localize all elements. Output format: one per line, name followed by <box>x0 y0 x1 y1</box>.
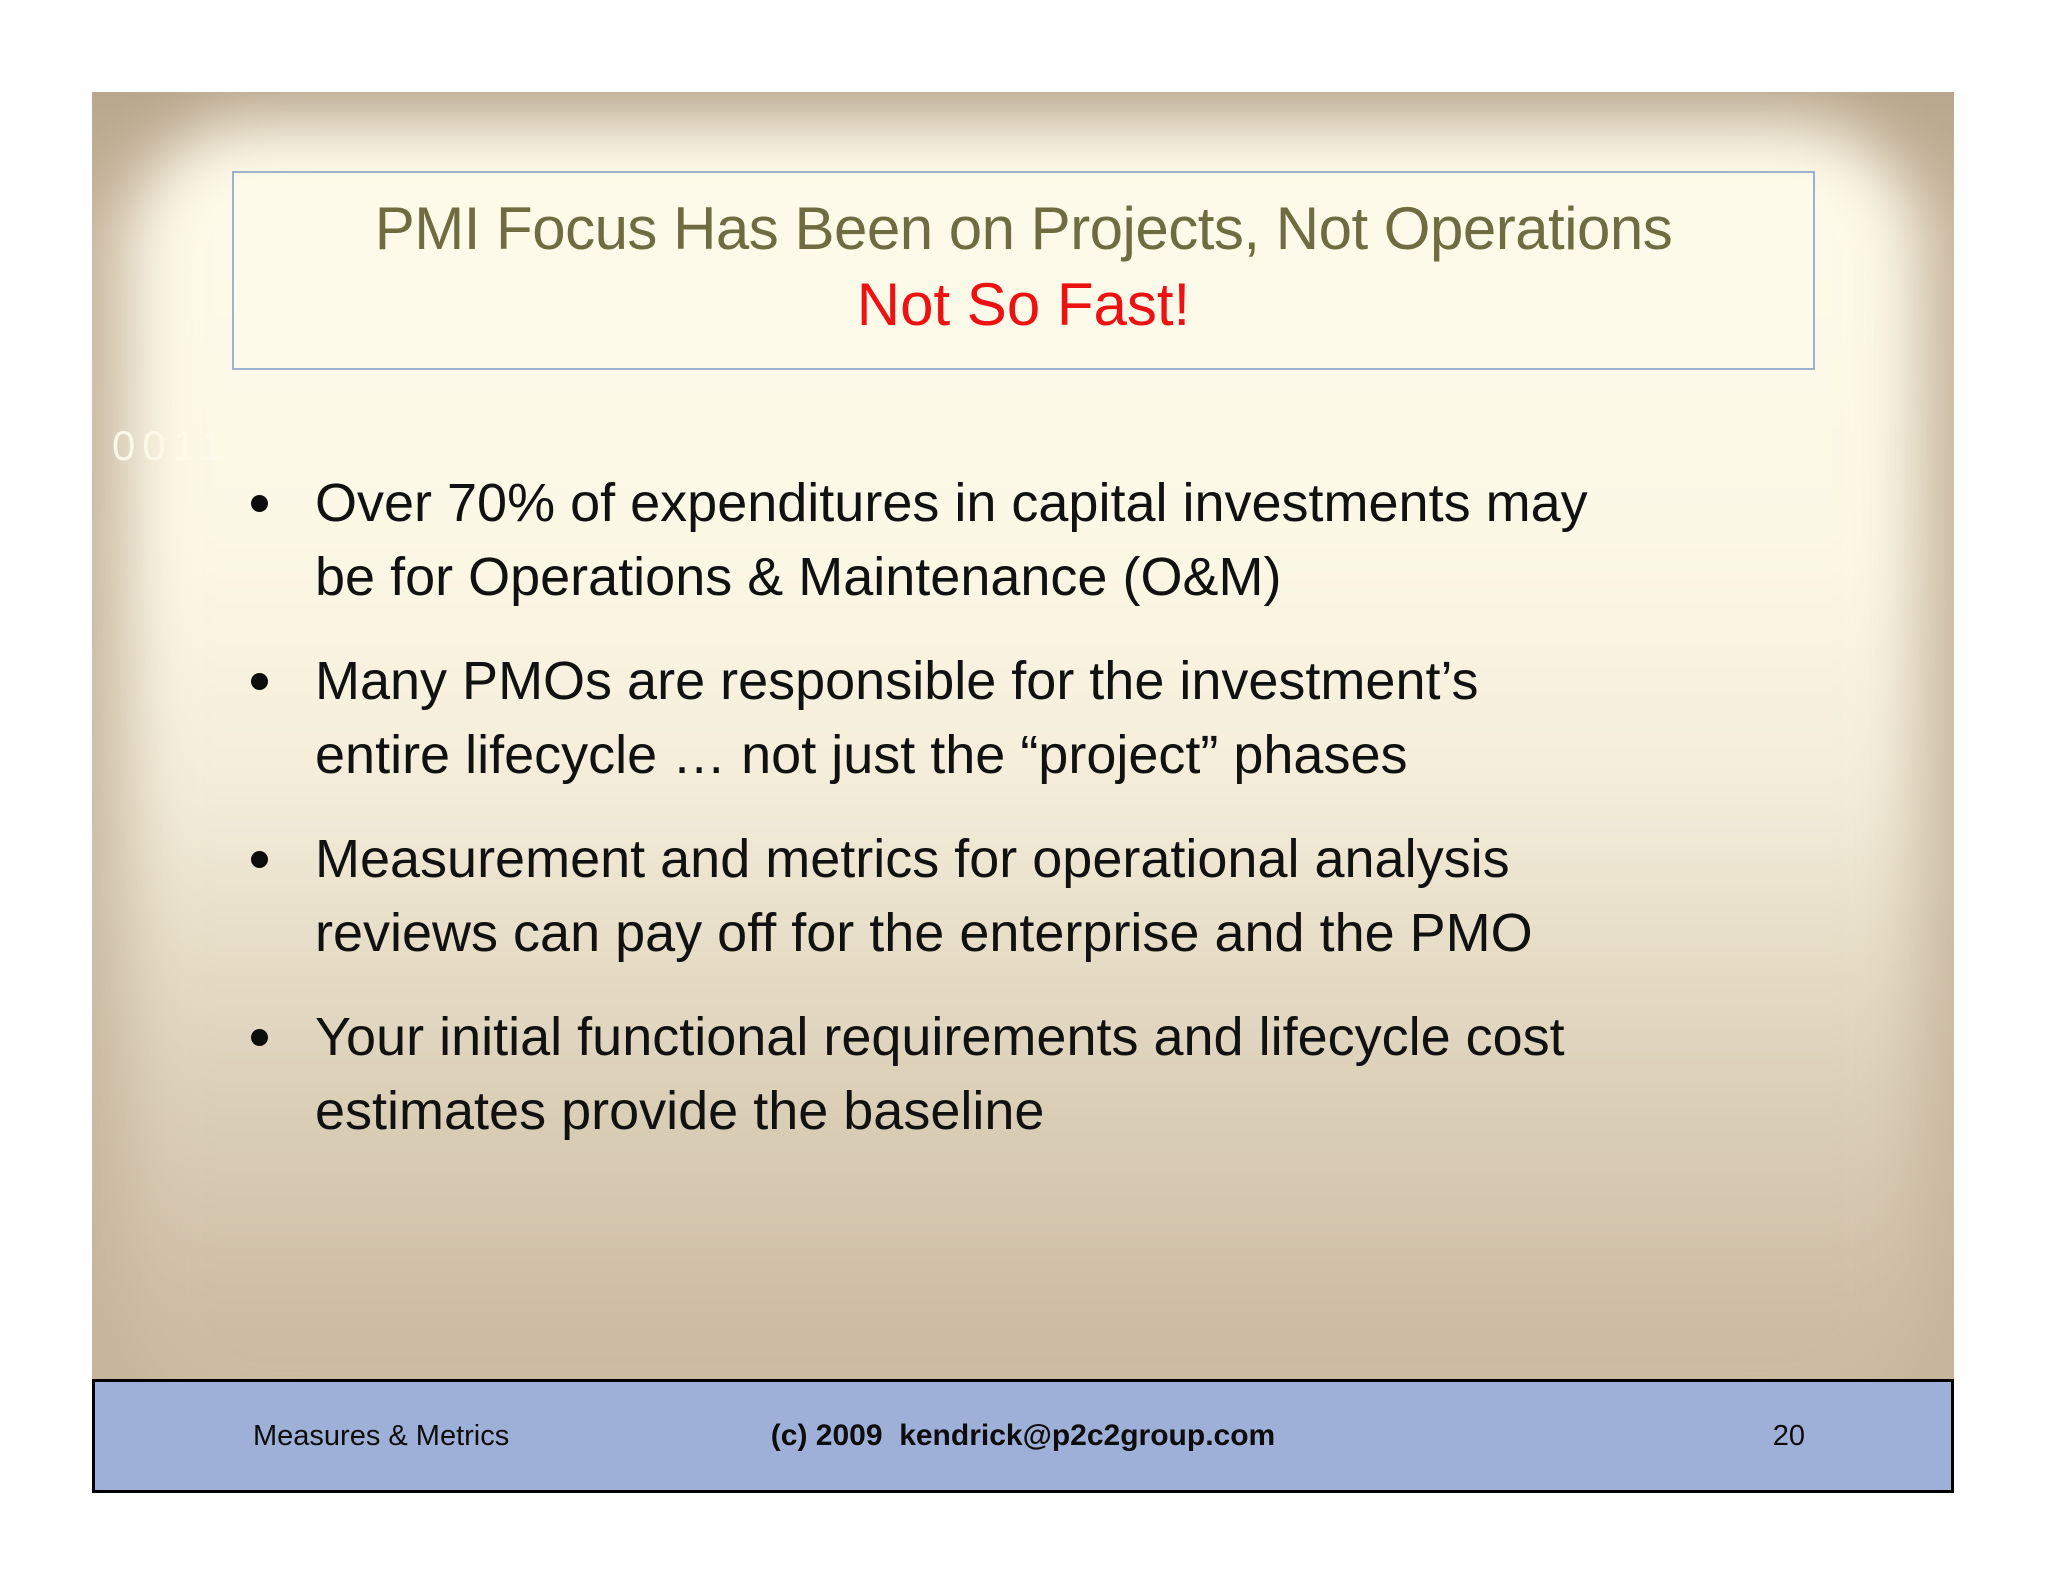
bullet-item: Many PMOs are responsible for the invest… <box>242 644 1882 792</box>
bullet-list: Over 70% of expenditures in capital inve… <box>242 466 1882 1178</box>
bullet-item: Over 70% of expenditures in capital inve… <box>242 466 1882 614</box>
slide-title: PMI Focus Has Been on Projects, Not Oper… <box>374 195 1673 262</box>
bullet-item: Measurement and metrics for operational … <box>242 822 1882 970</box>
bullet-item: Your initial functional requirements and… <box>242 1000 1882 1148</box>
bullet-icon <box>251 673 268 690</box>
title-box: PMI Focus Has Been on Projects, Not Oper… <box>232 171 1815 370</box>
footer-copyright: (c) 2009 kendrick@p2c2group.com <box>770 1419 1276 1452</box>
footer-deck-title: Measures & Metrics <box>253 1419 510 1452</box>
bullet-icon <box>251 851 268 868</box>
bullet-text: Measurement and metrics for operational … <box>315 829 1533 963</box>
watermark-stamp: 0011 <box>112 422 231 469</box>
bullet-text: Over 70% of expenditures in capital inve… <box>315 473 1588 607</box>
slide: PMI Focus Has Been on Projects, Not Oper… <box>92 92 1954 1493</box>
footer-page-number: 20 <box>1772 1419 1805 1452</box>
bullet-icon <box>251 495 268 512</box>
footer-bar: Measures & Metrics (c) 2009 kendrick@p2c… <box>92 1379 1954 1493</box>
bullet-text: Many PMOs are responsible for the invest… <box>315 651 1479 785</box>
bullet-icon <box>251 1029 268 1046</box>
slide-subtitle-alert: Not So Fast! <box>856 271 1191 338</box>
bullet-text: Your initial functional requirements and… <box>315 1007 1565 1141</box>
